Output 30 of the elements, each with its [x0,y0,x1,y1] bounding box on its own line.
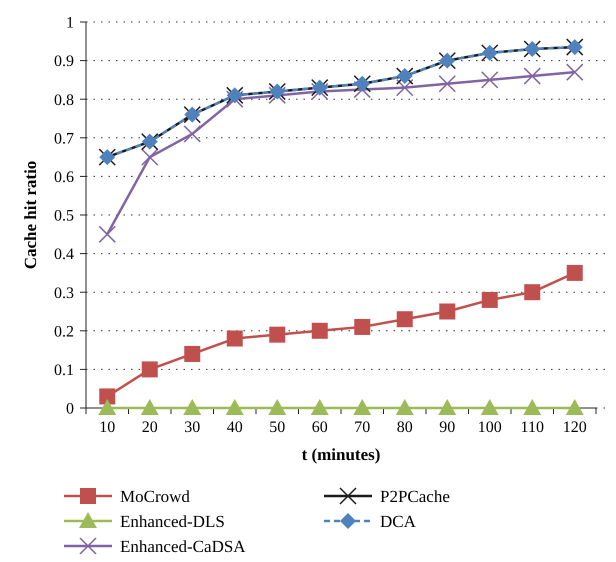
x-tick-label: 60 [312,419,328,436]
x-tick-label: 70 [354,419,370,436]
x-tick-label: 30 [184,419,200,436]
legend-label: DCA [380,512,417,531]
y-tick-label: 0.9 [54,53,74,70]
legend-label: P2PCache [380,486,450,506]
x-tick-label: 40 [226,419,243,436]
y-tick-label: 1 [66,14,74,32]
x-tick-label: 120 [562,419,587,436]
y-tick-label: 0.2 [54,323,74,340]
x-axis-title: t (minutes) [302,445,380,464]
y-tick-label: 0 [66,400,74,418]
x-tick-label: 20 [142,419,158,436]
x-tick-label: 100 [478,419,502,436]
y-tick-label: 0.5 [54,208,74,225]
y-axis-title: Cache hit ratio [21,160,40,270]
y-tick-label: 0.8 [54,92,74,109]
legend-label: Enhanced-CaDSA [120,536,246,556]
x-tick-label: 50 [269,419,286,436]
y-tick-label: 0.3 [54,284,74,302]
x-tick-label: 80 [396,419,413,436]
legend-label: Enhanced-DLS [120,512,225,531]
y-tick-label: 0.7 [54,130,74,148]
x-tick-label: 110 [520,419,544,436]
y-tick-label: 0.1 [54,362,74,379]
x-tick-label: 90 [439,419,456,436]
y-tick-label: 0.6 [54,169,74,186]
x-tick-label: 10 [99,419,116,436]
legend-label: MoCrowd [120,486,190,506]
y-tick-label: 0.4 [54,246,74,264]
